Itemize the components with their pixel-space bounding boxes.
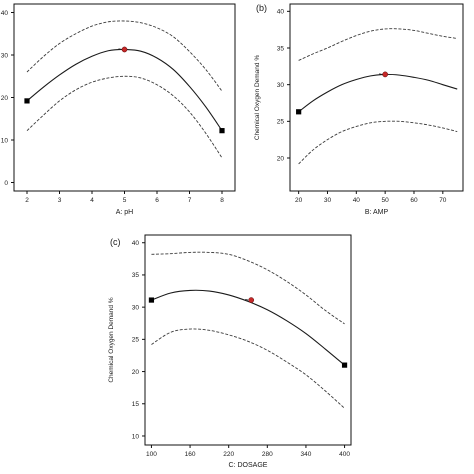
plot-frame <box>144 234 352 446</box>
highlight-arrow <box>245 299 249 301</box>
highlight-marker <box>121 46 128 53</box>
x-tick-label: 160 <box>185 451 196 458</box>
y-tick-label: 25 <box>277 119 285 126</box>
x-tick-label: 6 <box>155 197 159 204</box>
endpoint-marker <box>219 128 225 134</box>
highlight-arrow <box>118 48 122 50</box>
x-tick-label: 5 <box>123 197 127 204</box>
panel-label: (b) <box>256 3 267 13</box>
x-tick-label: 3 <box>58 197 62 204</box>
x-axis-label: C: DOSAGE <box>229 462 268 469</box>
x-tick-label: 8 <box>220 197 224 204</box>
y-tick-label: 35 <box>132 272 140 279</box>
y-tick-label: 10 <box>132 433 140 440</box>
x-tick-label: 50 <box>382 197 390 204</box>
x-tick-label: 60 <box>410 197 418 204</box>
lower-bound-curve <box>26 75 223 159</box>
lower-bound-curve <box>151 328 345 409</box>
panel-label: (c) <box>110 237 121 247</box>
upper-bound-curve <box>151 251 345 325</box>
chart-panel-1: 2 3 4 5 6 7 8 0 10 20 30 40 A: pH <box>1 3 236 216</box>
y-tick-label: 20 <box>132 369 140 376</box>
highlight-marker <box>248 297 255 303</box>
x-tick-label: 30 <box>324 197 332 204</box>
x-tick-label: 70 <box>439 197 447 204</box>
x-tick-label: 400 <box>339 451 350 458</box>
y-tick-label: 25 <box>132 337 140 344</box>
x-axis-label: A: pH <box>116 209 134 216</box>
x-tick-label: 340 <box>301 451 312 458</box>
fit-curve <box>151 289 345 366</box>
y-tick-label: 40 <box>132 240 140 247</box>
y-axis-label: Chemical Oxygen Demand % <box>254 55 261 140</box>
y-tick-label: 20 <box>1 95 9 102</box>
x-tick-label: 40 <box>353 197 361 204</box>
plot-frame <box>289 3 464 192</box>
lower-bound-curve <box>298 120 458 165</box>
y-tick-label: 40 <box>277 9 285 16</box>
y-tick-label: 15 <box>132 401 140 408</box>
y-tick-label: 20 <box>277 155 285 162</box>
chart-panel-3: 100 160 220 280 340 400 10 15 20 25 30 35 40 C: DOSAG… <box>108 234 352 469</box>
plot-frame <box>13 3 236 192</box>
endpoint-marker <box>24 98 30 104</box>
y-tick-label: 10 <box>1 137 9 144</box>
fit-curve <box>26 48 223 131</box>
y-tick-label: 40 <box>1 10 9 17</box>
y-tick-label: 30 <box>132 304 140 311</box>
x-tick-label: 280 <box>262 451 273 458</box>
x-tick-label: 7 <box>188 197 192 204</box>
highlight-marker <box>382 71 388 78</box>
y-tick-label: 30 <box>1 52 9 59</box>
highlight-arrow <box>379 73 383 75</box>
x-tick-label: 4 <box>90 197 94 204</box>
y-tick-label: 0 <box>4 180 8 187</box>
endpoint-marker <box>148 297 155 303</box>
y-tick-label: 30 <box>277 82 285 89</box>
y-axis-label: Chemical Oxygen Demand % <box>108 297 115 382</box>
y-tick-label: 35 <box>277 45 285 52</box>
x-tick-label: 20 <box>295 197 303 204</box>
endpoint-marker <box>296 109 302 115</box>
endpoint-marker <box>341 362 348 368</box>
upper-bound-curve <box>298 28 458 61</box>
x-tick-label: 100 <box>146 451 157 458</box>
fit-curve <box>298 73 458 113</box>
x-tick-label: 220 <box>223 451 234 458</box>
x-axis-label: B: AMP <box>365 209 389 216</box>
upper-bound-curve <box>26 20 223 92</box>
x-tick-label: 2 <box>25 197 29 204</box>
chart-panel-2: 20 30 40 50 60 70 20 25 30 35 40 B: AMP Chemical Oxy… <box>254 3 464 216</box>
